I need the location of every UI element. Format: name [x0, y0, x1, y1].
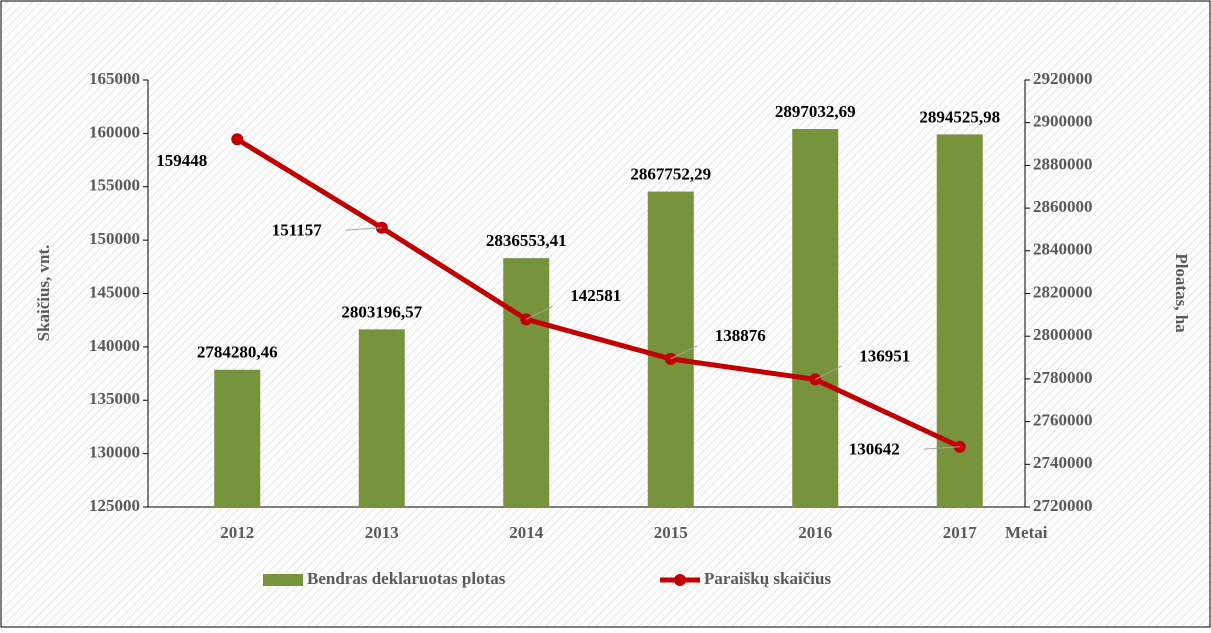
- line-value-label: 136951: [859, 346, 910, 365]
- y2-tick-label: 2880000: [1033, 154, 1093, 173]
- bar-value-label: 2836553,41: [486, 231, 567, 250]
- y-tick-label: 130000: [89, 443, 140, 462]
- y-tick-label: 155000: [89, 176, 140, 195]
- bar: [503, 258, 550, 507]
- line-value-label: 142581: [570, 286, 621, 305]
- legend-label: Paraiškų skaičius: [704, 569, 831, 588]
- y2-tick-label: 2840000: [1033, 240, 1093, 259]
- bar: [358, 329, 405, 507]
- line-marker: [231, 133, 244, 146]
- line-value-label: 130642: [849, 440, 900, 459]
- x-tick-label: 2017: [943, 523, 978, 542]
- bar-value-label: 2894525,98: [919, 107, 1000, 126]
- bar-value-label: 2803196,57: [341, 302, 422, 321]
- bar-value-label: 2897032,69: [775, 102, 856, 121]
- y2-tick-label: 2900000: [1033, 112, 1093, 131]
- leader-line: [815, 365, 842, 380]
- leader-line: [345, 227, 382, 231]
- y-tick-label: 160000: [89, 122, 140, 141]
- legend-marker: [674, 574, 686, 586]
- y2-tick-label: 2740000: [1033, 453, 1093, 472]
- x-axis-title: Metai: [1005, 523, 1048, 542]
- bar: [792, 129, 839, 507]
- x-tick-label: 2016: [798, 523, 832, 542]
- x-tick-label: 2015: [654, 523, 688, 542]
- y2-axis-title: Ploatas, ha: [1172, 253, 1191, 333]
- line-value-label: 151157: [272, 221, 323, 240]
- y2-tick-label: 2720000: [1033, 496, 1093, 515]
- y2-tick-label: 2820000: [1033, 282, 1093, 301]
- legend-label: Bendras deklaruotas plotas: [307, 569, 506, 588]
- bar: [647, 191, 694, 507]
- x-tick-label: 2013: [365, 523, 399, 542]
- bar-value-label: 2867752,29: [630, 164, 711, 183]
- y2-tick-label: 2760000: [1033, 411, 1093, 430]
- y-tick-label: 125000: [89, 496, 140, 515]
- y2-tick-label: 2920000: [1033, 69, 1093, 88]
- y-tick-label: 150000: [89, 229, 140, 248]
- line: [235, 137, 961, 450]
- y2-tick-label: 2780000: [1033, 368, 1093, 387]
- y2-tick-label: 2860000: [1033, 197, 1093, 216]
- y-axis-title: Skaičius, vnt.: [34, 245, 53, 342]
- bar: [214, 369, 261, 507]
- line-value-label: 138876: [715, 326, 766, 345]
- x-tick-label: 2014: [509, 523, 544, 542]
- y-tick-label: 165000: [89, 69, 140, 88]
- leader-line: [526, 305, 553, 320]
- y-tick-label: 140000: [89, 336, 140, 355]
- y2-tick-label: 2800000: [1033, 325, 1093, 344]
- legend-swatch: [263, 574, 303, 586]
- line-value-label: 159448: [156, 151, 207, 170]
- bar-value-label: 2784280,46: [197, 343, 278, 362]
- leader-line: [670, 345, 698, 360]
- y-tick-label: 145000: [89, 282, 140, 301]
- leader-line: [923, 446, 960, 450]
- x-tick-label: 2012: [220, 523, 254, 542]
- y-tick-label: 135000: [89, 389, 140, 408]
